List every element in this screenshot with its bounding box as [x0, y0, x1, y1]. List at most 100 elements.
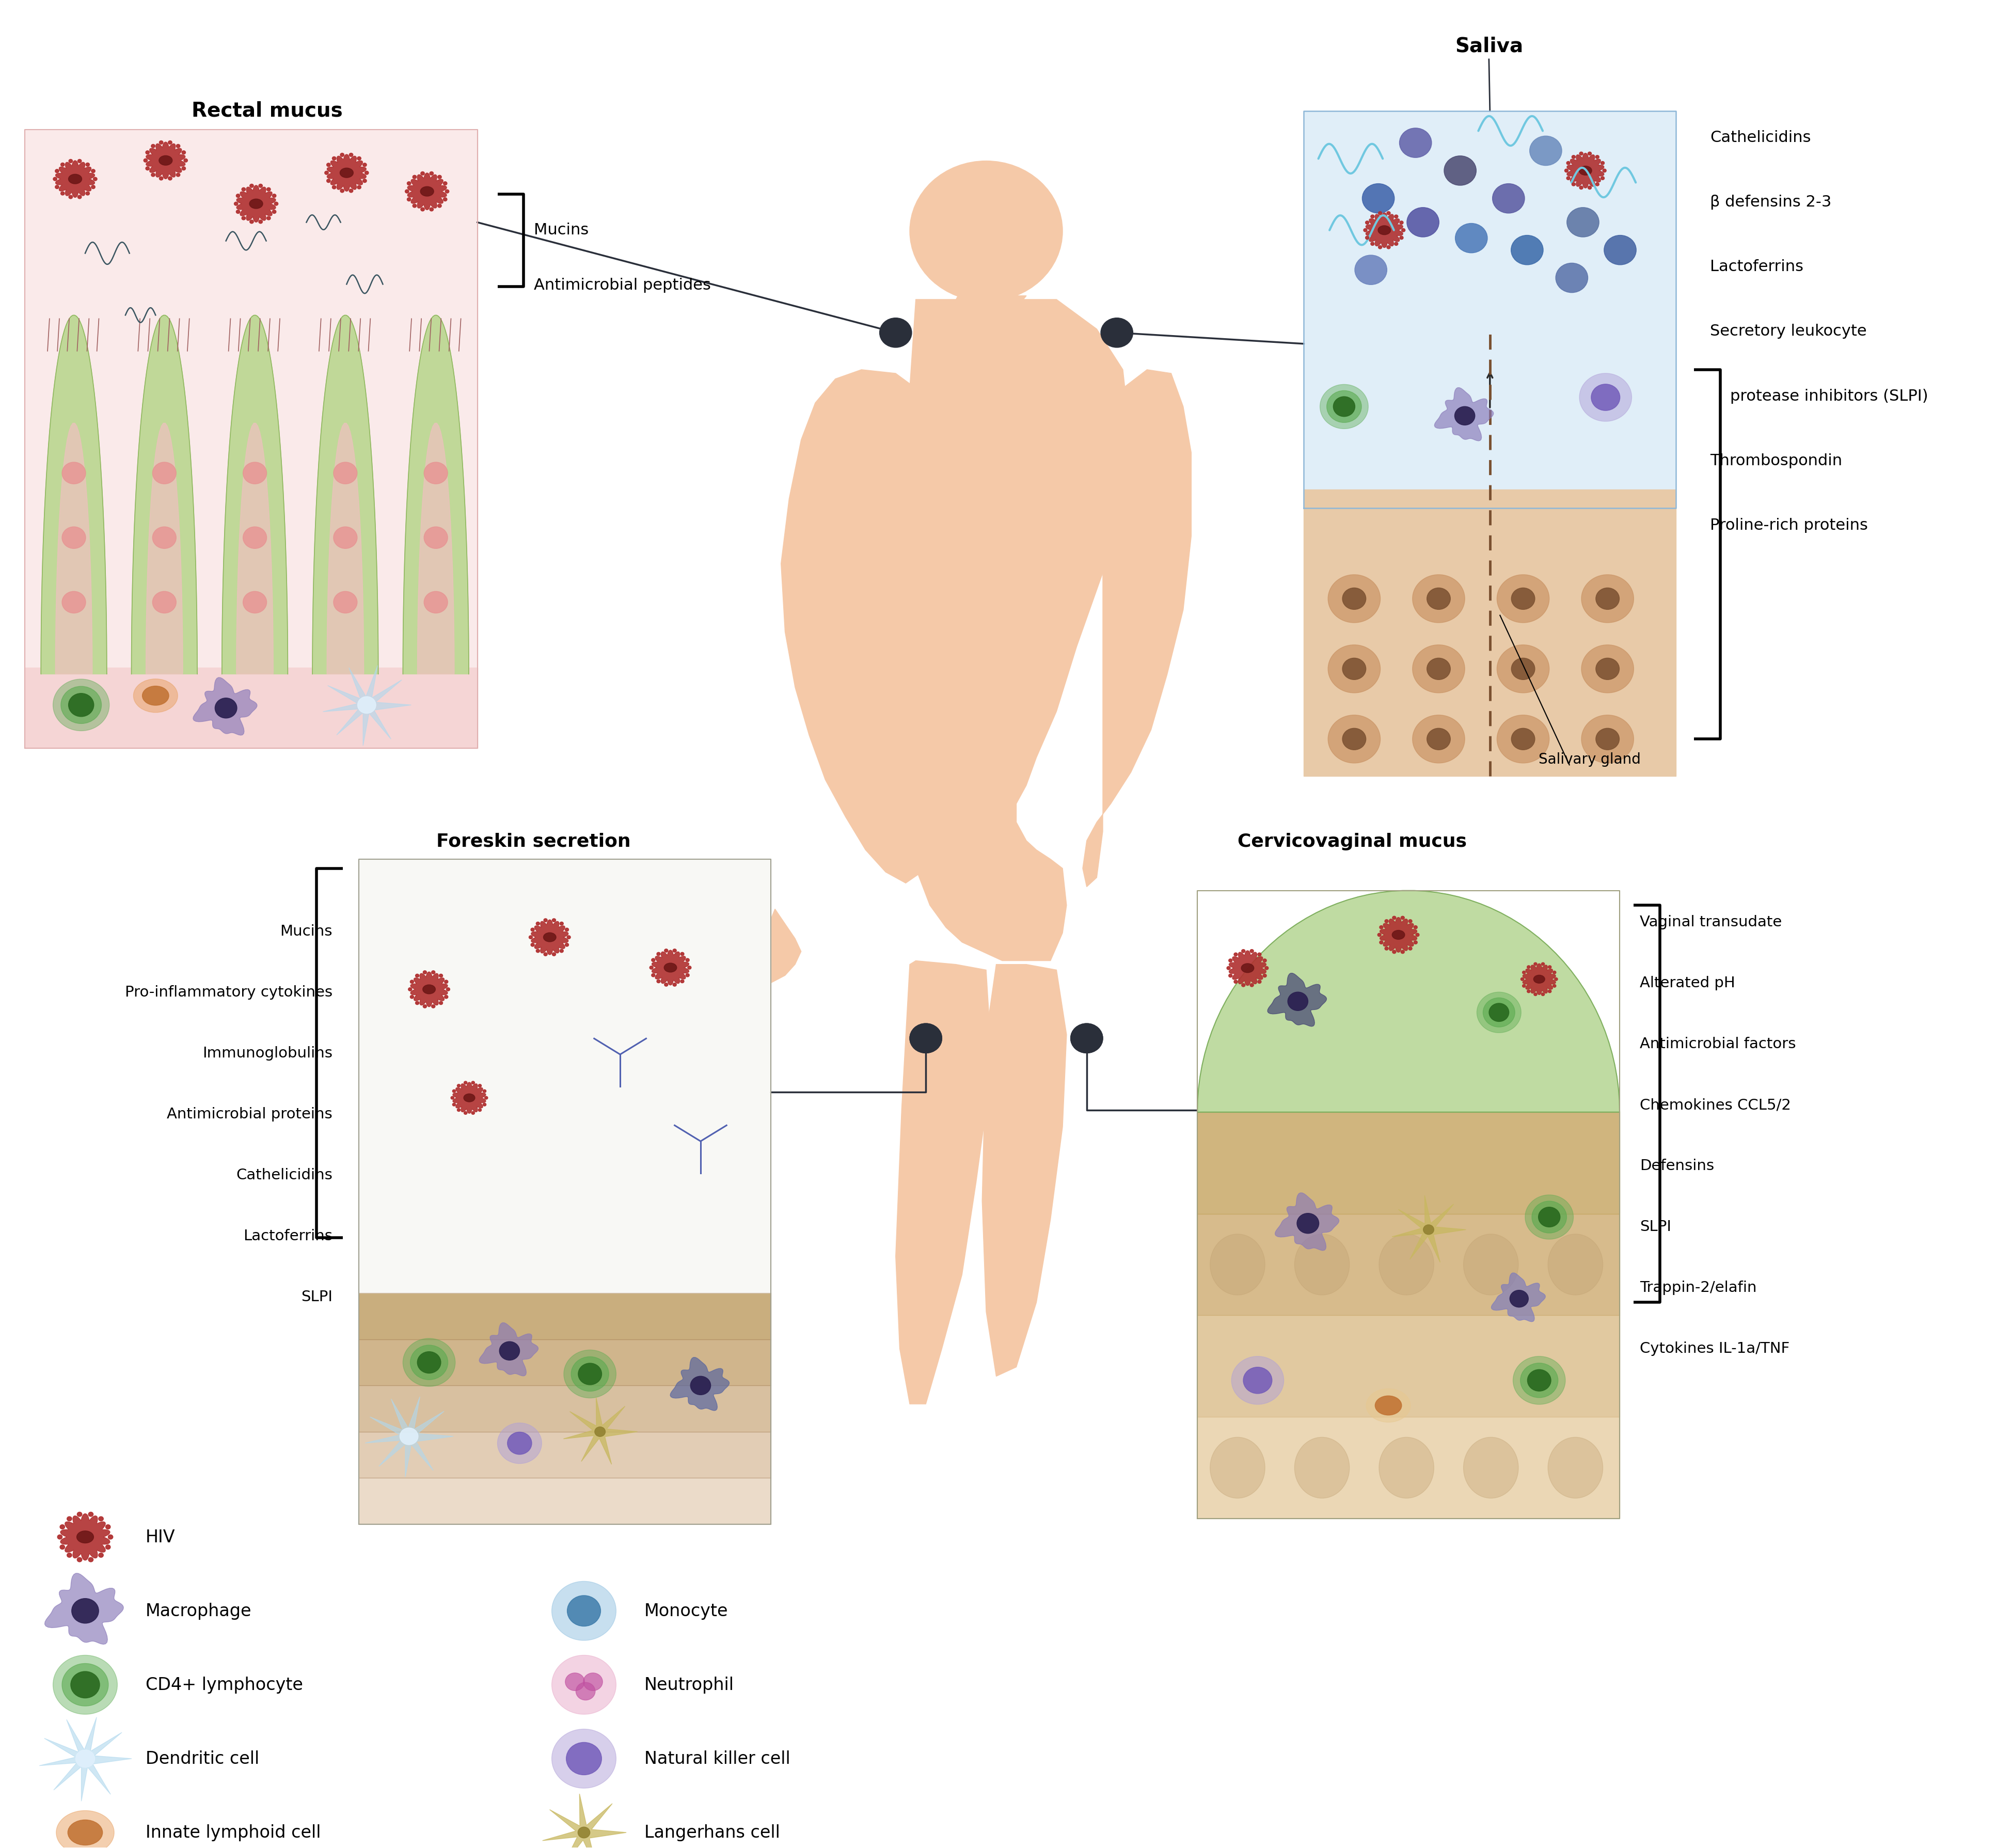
Circle shape: [1398, 237, 1402, 240]
Polygon shape: [1567, 153, 1604, 188]
Circle shape: [1241, 983, 1245, 987]
Polygon shape: [60, 1514, 111, 1560]
Circle shape: [421, 209, 425, 211]
Circle shape: [109, 1536, 113, 1539]
Text: Neutrophil: Neutrophil: [644, 1676, 734, 1693]
FancyBboxPatch shape: [358, 859, 771, 1294]
Circle shape: [1408, 920, 1412, 924]
Circle shape: [483, 1090, 487, 1092]
Circle shape: [1243, 1368, 1272, 1393]
Circle shape: [326, 163, 330, 166]
Circle shape: [688, 967, 690, 970]
Circle shape: [1264, 959, 1266, 963]
Circle shape: [1364, 229, 1366, 233]
Ellipse shape: [68, 1820, 103, 1844]
Polygon shape: [1392, 1196, 1465, 1262]
Circle shape: [1378, 941, 1382, 944]
Ellipse shape: [543, 933, 555, 942]
Circle shape: [1378, 933, 1380, 937]
Ellipse shape: [1294, 1438, 1350, 1499]
FancyBboxPatch shape: [1304, 111, 1676, 508]
Text: Thrombospondin: Thrombospondin: [1710, 453, 1841, 468]
Circle shape: [1483, 998, 1515, 1027]
Polygon shape: [1523, 965, 1555, 994]
Circle shape: [1384, 920, 1388, 924]
Circle shape: [93, 177, 97, 181]
Ellipse shape: [340, 168, 354, 177]
Circle shape: [406, 198, 410, 201]
Circle shape: [78, 159, 80, 163]
Circle shape: [416, 1351, 441, 1373]
Text: Macrophage: Macrophage: [145, 1602, 252, 1619]
Circle shape: [402, 1338, 455, 1386]
Polygon shape: [44, 1573, 123, 1645]
Text: Innate lymphoid cell: Innate lymphoid cell: [145, 1824, 320, 1841]
Circle shape: [1233, 979, 1237, 983]
Circle shape: [1326, 392, 1362, 423]
Circle shape: [437, 205, 441, 209]
Text: SLPI: SLPI: [1640, 1220, 1670, 1234]
Circle shape: [404, 190, 408, 194]
Circle shape: [575, 1682, 596, 1700]
Circle shape: [1241, 950, 1245, 954]
Text: Proline-rich proteins: Proline-rich proteins: [1710, 517, 1867, 532]
Circle shape: [1264, 974, 1266, 978]
Text: Langerhans cell: Langerhans cell: [644, 1824, 781, 1841]
Circle shape: [551, 918, 555, 922]
Circle shape: [326, 179, 330, 183]
Polygon shape: [221, 316, 288, 675]
Circle shape: [425, 527, 447, 549]
Polygon shape: [670, 1358, 728, 1410]
Circle shape: [1400, 229, 1404, 233]
Text: Mucins: Mucins: [280, 924, 332, 939]
Circle shape: [483, 1103, 487, 1107]
Circle shape: [324, 172, 328, 176]
Polygon shape: [954, 296, 1026, 303]
Circle shape: [577, 1828, 590, 1839]
Ellipse shape: [1378, 1234, 1433, 1295]
Circle shape: [445, 996, 449, 998]
Ellipse shape: [1294, 1234, 1350, 1295]
Circle shape: [260, 185, 262, 188]
Circle shape: [1596, 183, 1600, 187]
Circle shape: [181, 166, 185, 170]
Circle shape: [567, 935, 571, 939]
Circle shape: [465, 1081, 467, 1085]
Circle shape: [62, 527, 87, 549]
Circle shape: [1408, 946, 1412, 950]
Circle shape: [169, 177, 171, 181]
Circle shape: [909, 161, 1062, 301]
Polygon shape: [24, 669, 477, 748]
Circle shape: [1386, 246, 1390, 249]
Polygon shape: [358, 1432, 771, 1478]
Circle shape: [1342, 588, 1366, 610]
Circle shape: [60, 1545, 64, 1549]
Circle shape: [423, 1005, 427, 1009]
Circle shape: [334, 591, 356, 614]
Circle shape: [1249, 950, 1253, 954]
Text: Natural killer cell: Natural killer cell: [644, 1750, 791, 1767]
Ellipse shape: [1463, 1438, 1517, 1499]
Ellipse shape: [1547, 1234, 1602, 1295]
Circle shape: [1533, 963, 1537, 967]
Circle shape: [1521, 985, 1525, 987]
Circle shape: [1231, 1356, 1284, 1404]
Circle shape: [1342, 658, 1366, 680]
Polygon shape: [563, 1397, 638, 1464]
Circle shape: [70, 1671, 101, 1698]
Polygon shape: [410, 972, 447, 1007]
Polygon shape: [1268, 974, 1326, 1027]
Circle shape: [1511, 728, 1535, 750]
Circle shape: [1370, 242, 1374, 246]
Text: Trappin-2/elafin: Trappin-2/elafin: [1640, 1281, 1756, 1295]
Circle shape: [243, 462, 268, 484]
Circle shape: [60, 687, 101, 724]
Ellipse shape: [1366, 1390, 1410, 1423]
Circle shape: [177, 174, 179, 177]
Circle shape: [332, 157, 336, 161]
Polygon shape: [326, 423, 364, 675]
Circle shape: [1509, 1290, 1527, 1307]
Polygon shape: [1197, 1214, 1620, 1316]
Polygon shape: [1276, 1194, 1338, 1251]
Circle shape: [485, 1096, 487, 1100]
